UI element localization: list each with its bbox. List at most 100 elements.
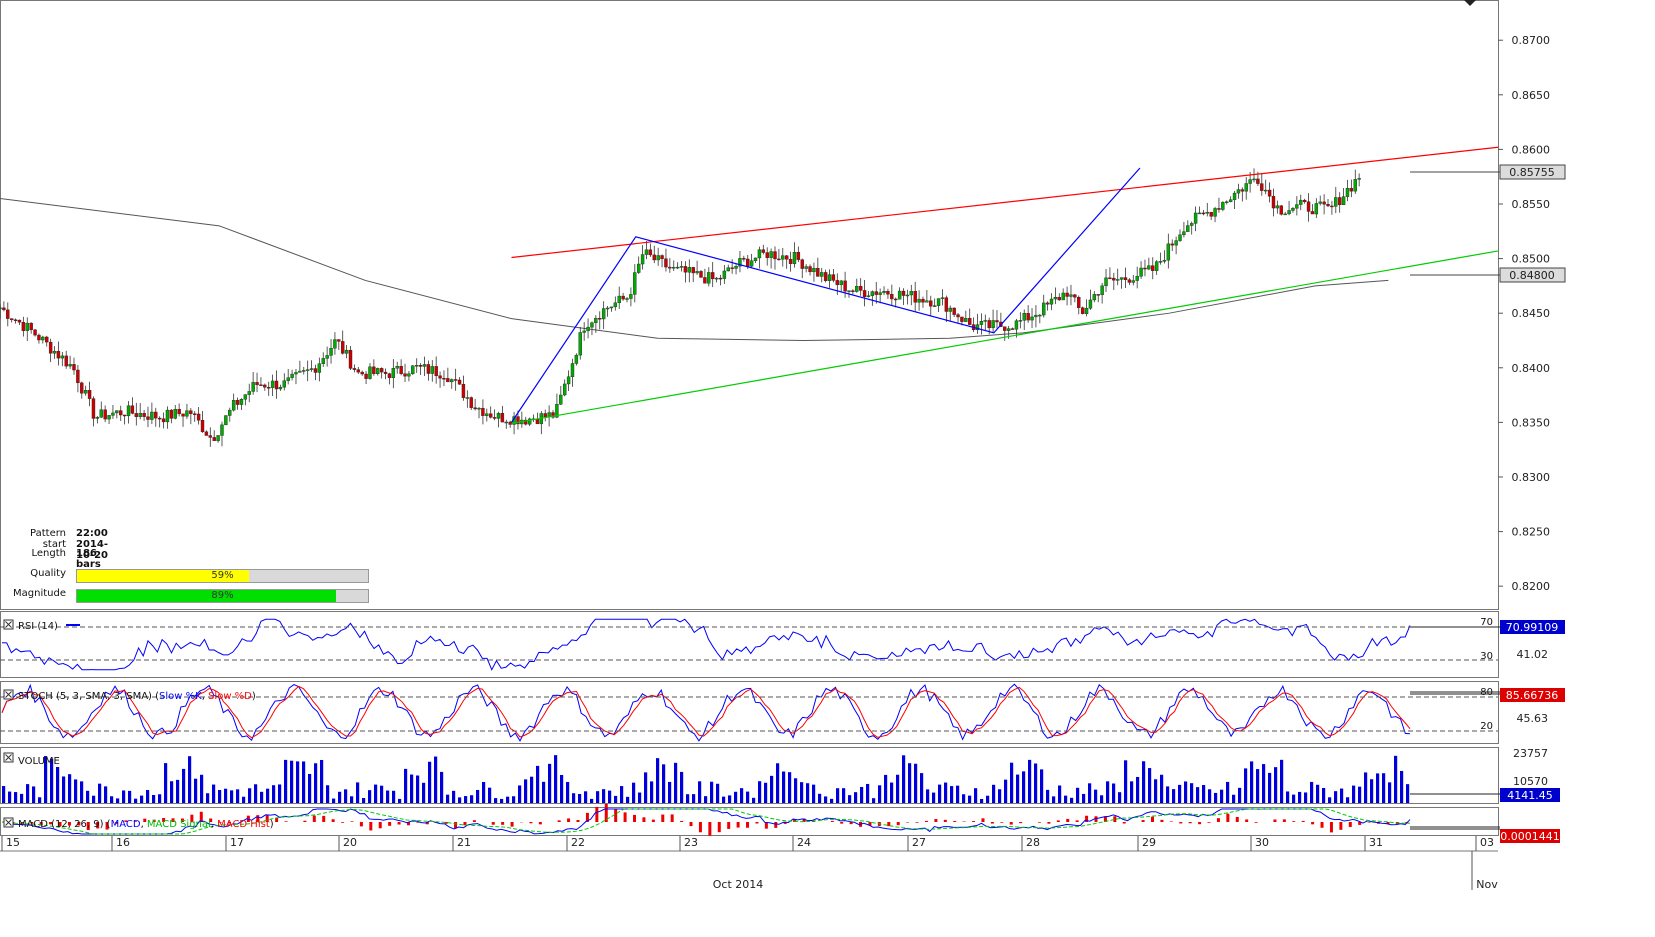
volume-bar — [1172, 789, 1176, 803]
candle-up — [804, 266, 808, 269]
candle-down — [796, 251, 801, 260]
candle-up — [917, 298, 921, 303]
volume-bar — [434, 756, 438, 803]
volume-bar — [1130, 781, 1134, 803]
candle-down — [718, 277, 723, 280]
candle-up — [527, 418, 532, 425]
candle-up — [617, 295, 621, 304]
macd-hist-bar — [406, 822, 410, 826]
volume-label: VOLUME — [18, 756, 60, 767]
candle-down — [995, 320, 999, 323]
macd-hist-bar — [1009, 822, 1013, 825]
rsi-series — [1, 618, 1411, 671]
macd-hist-bar — [388, 822, 392, 826]
quality-bar-text: 59% — [211, 570, 234, 581]
candle-up — [629, 294, 633, 299]
candle-up — [590, 322, 594, 328]
candle-up — [60, 355, 65, 359]
candle-up — [1162, 259, 1167, 262]
candle-up — [1006, 328, 1011, 331]
macd-hist-bar — [350, 821, 354, 822]
candle-down — [208, 435, 212, 438]
volume-bar — [1226, 781, 1230, 803]
candle-down — [874, 291, 878, 295]
volume-bar — [338, 791, 342, 803]
volume-bar — [218, 790, 222, 803]
candle-up — [1038, 314, 1042, 317]
macd-hist-bar — [670, 814, 674, 822]
candle-up — [1182, 231, 1186, 236]
candle-up — [964, 318, 968, 322]
day-label: 22 — [571, 836, 585, 849]
macd-hist-bar — [887, 822, 891, 827]
volume-bar — [728, 795, 732, 803]
candle-down — [1337, 197, 1342, 206]
macd-hist-bar — [1085, 815, 1089, 822]
candle-down — [235, 400, 240, 405]
candle-up — [1022, 313, 1026, 321]
candle-up — [107, 415, 111, 420]
candle-up — [302, 370, 306, 372]
volume-bar — [536, 765, 540, 803]
volume-bar — [422, 782, 426, 803]
volume-bar — [1202, 785, 1206, 803]
candle-down — [193, 413, 197, 415]
candle-up — [855, 285, 859, 292]
candle-up — [1213, 208, 1217, 217]
volume-bar — [248, 788, 252, 803]
volume-bar — [914, 763, 918, 803]
candle-down — [862, 290, 867, 297]
volume-bar — [1244, 768, 1248, 803]
volume-bar — [986, 795, 990, 803]
zigzag-line — [511, 167, 1141, 423]
candle-down — [341, 341, 345, 354]
macd-hist-bar — [595, 806, 599, 822]
candle-down — [1310, 211, 1315, 215]
macd-hist-bar — [1207, 822, 1211, 823]
candle-down — [13, 319, 18, 322]
candle-up — [298, 370, 302, 373]
macd-hist-bar — [1216, 818, 1220, 822]
macd-hist-bar — [990, 822, 994, 824]
candle-up — [948, 307, 952, 312]
volume-bar — [410, 774, 414, 803]
volume-bar — [308, 773, 312, 803]
candle-down — [274, 380, 279, 390]
candle-up — [559, 394, 563, 405]
volume-bar — [500, 798, 504, 803]
candle-up — [714, 277, 719, 280]
volume-bar — [1256, 769, 1260, 803]
volume-bar — [176, 779, 180, 803]
macd-hist-bar — [162, 818, 166, 822]
macd-hist-bar — [190, 814, 194, 822]
scroll-marker-icon[interactable] — [1464, 0, 1476, 6]
candle-up — [936, 298, 941, 306]
volume-bar — [794, 778, 798, 803]
macd-hist-bar — [840, 822, 844, 824]
candle-up — [749, 260, 754, 267]
candle-down — [200, 419, 205, 433]
candle-down — [987, 320, 991, 329]
candle-up — [1341, 196, 1346, 206]
candle-up — [450, 379, 454, 383]
macd-hist-bar — [1056, 820, 1060, 822]
volume-bar — [314, 763, 318, 803]
volume-bar — [1364, 772, 1368, 803]
stoch-panel-frame — [0, 681, 1499, 744]
candle-down — [1026, 313, 1030, 321]
candle-down — [399, 365, 403, 374]
macd-hist-bar — [199, 811, 203, 822]
macd-hist-bar — [180, 818, 184, 822]
candle-up — [333, 339, 337, 349]
candle-up — [675, 266, 680, 269]
macd-hist-bar — [369, 822, 373, 831]
volume-bar — [992, 784, 996, 803]
candle-down — [91, 398, 96, 419]
volume-bar — [116, 798, 120, 803]
candle-down — [122, 414, 127, 417]
candle-down — [45, 336, 49, 343]
candle-down — [1127, 279, 1132, 283]
candle-up — [1034, 314, 1038, 318]
candle-up — [25, 322, 29, 331]
